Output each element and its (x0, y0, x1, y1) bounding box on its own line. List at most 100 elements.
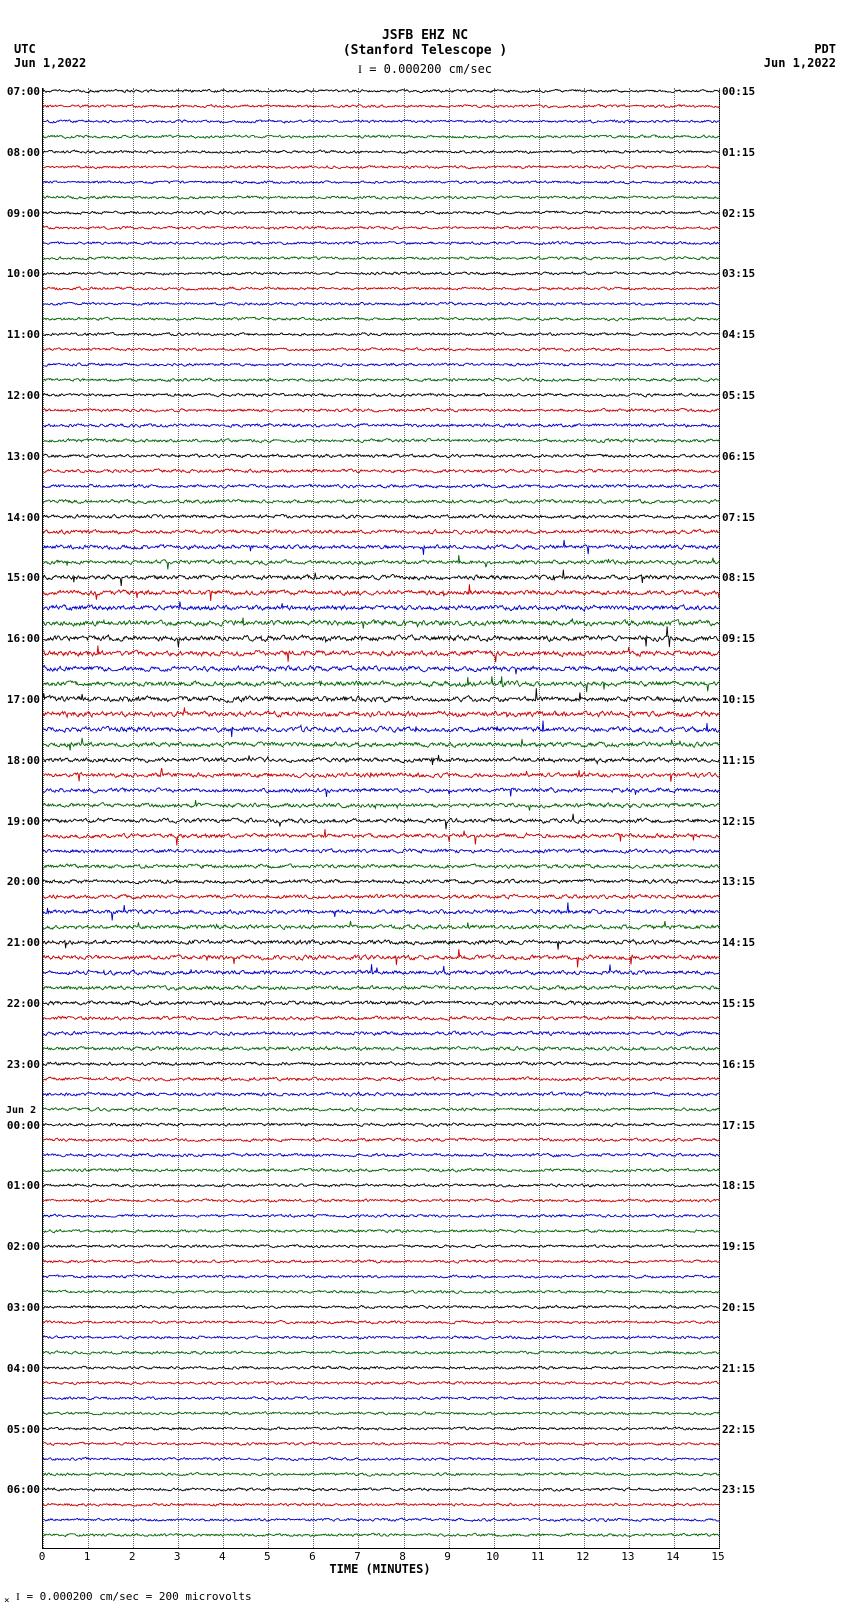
seismic-trace (43, 1397, 719, 1401)
seismic-trace (43, 1275, 719, 1279)
pdt-time-label: 11:15 (722, 754, 755, 767)
seismic-trace (43, 849, 719, 854)
seismic-trace (43, 1214, 719, 1217)
pdt-time-label: 13:15 (722, 875, 755, 888)
pdt-time-label: 10:15 (722, 693, 755, 706)
seismic-trace (43, 348, 719, 352)
pdt-time-label: 04:15 (722, 328, 755, 341)
seismic-trace (43, 135, 719, 139)
seismic-trace (43, 1001, 719, 1006)
seismic-trace (43, 1016, 719, 1021)
seismic-trace (43, 570, 719, 586)
seismic-trace (43, 985, 719, 990)
seismic-trace (43, 499, 719, 504)
seismic-trace (43, 1518, 719, 1522)
seismic-trace (43, 1153, 719, 1157)
seismic-trace (43, 584, 719, 601)
utc-time-label: 19:00 (2, 815, 40, 828)
utc-time-label: 06:00 (2, 1483, 40, 1496)
seismic-trace (43, 864, 719, 869)
seismic-trace (43, 165, 719, 169)
seismic-trace (43, 921, 719, 930)
utc-time-label: 16:00 (2, 632, 40, 645)
seismic-trace (43, 226, 719, 229)
seismic-trace (43, 555, 719, 569)
seismic-trace (43, 469, 719, 473)
seismic-trace (43, 1077, 719, 1081)
seismic-trace (43, 529, 719, 534)
seismic-trace (43, 829, 719, 845)
title-main: JSFB EHZ NC (0, 28, 850, 43)
pdt-time-label: 17:15 (722, 1119, 755, 1132)
seismic-trace (43, 1366, 719, 1369)
utc-time-label: 11:00 (2, 328, 40, 341)
seismic-trace (43, 257, 719, 260)
seismic-trace (43, 1351, 719, 1355)
title-sub: (Stanford Telescope ) (0, 43, 850, 58)
seismic-trace (43, 688, 719, 702)
seismic-trace (43, 940, 719, 950)
seismic-trace (43, 211, 719, 215)
pdt-time-label: 18:15 (722, 1179, 755, 1192)
pdt-time-label: 03:15 (722, 267, 755, 280)
seismic-trace (43, 1381, 719, 1385)
traces-svg (43, 88, 719, 1548)
seismic-trace (43, 515, 719, 519)
seismic-trace (43, 964, 719, 975)
utc-time-label: 12:00 (2, 389, 40, 402)
pdt-time-label: 22:15 (722, 1423, 755, 1436)
seismic-trace (43, 454, 719, 458)
pdt-time-label: 12:15 (722, 815, 755, 828)
seismic-trace (43, 287, 719, 290)
seismic-trace (43, 439, 719, 443)
seismic-trace (43, 618, 719, 629)
seismic-trace (43, 1031, 719, 1036)
seismic-trace (43, 302, 719, 305)
seismic-trace (43, 602, 719, 612)
seismic-trace (43, 181, 719, 184)
seismic-trace (43, 1290, 719, 1293)
utc-time-label: 23:00 (2, 1058, 40, 1071)
seismic-trace (43, 1245, 719, 1248)
utc-time-label: 07:00 (2, 85, 40, 98)
seismic-trace (43, 894, 719, 899)
utc-time-label: 01:00 (2, 1179, 40, 1192)
pdt-time-label: 23:15 (722, 1483, 755, 1496)
seismic-trace (43, 707, 719, 717)
utc-time-label: 14:00 (2, 511, 40, 524)
seismic-trace (43, 150, 719, 154)
seismic-trace (43, 540, 719, 555)
utc-time-label: 21:00 (2, 936, 40, 949)
seismic-trace (43, 1092, 719, 1096)
seismic-trace (43, 272, 719, 276)
seismic-trace (43, 755, 719, 765)
seismic-trace (43, 120, 719, 123)
pdt-time-label: 09:15 (722, 632, 755, 645)
seismic-trace (43, 241, 719, 244)
utc-time-label: 04:00 (2, 1362, 40, 1375)
seismic-trace (43, 738, 719, 751)
seismic-trace (43, 949, 719, 967)
seismic-trace (43, 676, 719, 692)
seismic-trace (43, 1305, 719, 1308)
seismic-trace (43, 393, 719, 397)
seismic-trace (43, 1336, 719, 1339)
seismic-trace (43, 89, 719, 92)
chart-header: JSFB EHZ NC (Stanford Telescope ) I = 0.… (0, 28, 850, 77)
utc-time-label: 18:00 (2, 754, 40, 767)
pdt-time-label: 01:15 (722, 146, 755, 159)
seismic-trace (43, 317, 719, 321)
pdt-time-label: 06:15 (722, 450, 755, 463)
seismogram-container: UTC Jun 1,2022 PDT Jun 1,2022 JSFB EHZ N… (0, 0, 850, 1613)
pdt-time-label: 15:15 (722, 997, 755, 1010)
pdt-time-label: 19:15 (722, 1240, 755, 1253)
pdt-time-label: 16:15 (722, 1058, 755, 1071)
pdt-time-label: 00:15 (722, 85, 755, 98)
utc-time-label: 00:00 (2, 1119, 40, 1132)
seismic-trace (43, 378, 719, 382)
seismic-trace (43, 1108, 719, 1112)
seismic-trace (43, 408, 719, 412)
seismic-trace (43, 1260, 719, 1263)
seismic-trace (43, 1427, 719, 1431)
utc-time-label: 22:00 (2, 997, 40, 1010)
